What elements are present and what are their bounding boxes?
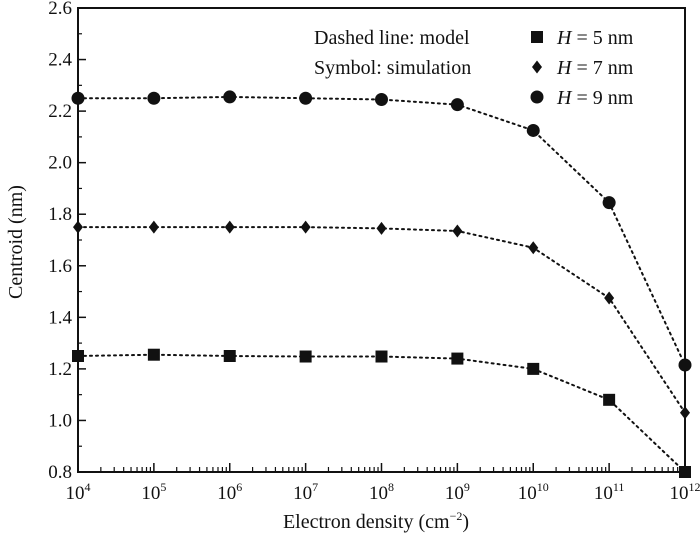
x-tick-label: 106 (217, 480, 242, 504)
y-tick-label: 1.0 (48, 410, 72, 431)
square-marker (147, 348, 160, 361)
legend-entry: H = 5 nm (556, 27, 634, 49)
x-tick-label: 107 (293, 480, 318, 504)
x-tick-label: 105 (141, 480, 166, 504)
square-marker (527, 362, 540, 375)
y-tick-label: 1.2 (48, 359, 72, 380)
diamond-marker (680, 406, 690, 420)
diamond-marker (73, 220, 83, 234)
circle-marker (71, 91, 85, 105)
circle-marker (223, 90, 237, 104)
square-marker (72, 350, 84, 362)
x-tick-label: 104 (66, 480, 91, 504)
circle-marker (678, 358, 692, 372)
legend-entry: H = 7 nm (556, 57, 634, 79)
y-axis-title: Centroid (nm) (5, 185, 27, 299)
diamond-marker (300, 220, 311, 234)
diamond-marker (452, 224, 463, 238)
circle-marker (530, 90, 544, 104)
square-marker (451, 352, 464, 365)
diamond-marker (224, 220, 235, 234)
y-tick-label: 2.6 (48, 0, 72, 19)
square-marker (375, 350, 388, 363)
diamond-marker (376, 221, 387, 235)
annotation-text: Symbol: simulation (314, 57, 471, 79)
x-tick-label: 1012 (670, 480, 700, 504)
x-tick-label: 1011 (594, 480, 625, 504)
legend-entry: H = 9 nm (556, 87, 634, 109)
y-tick-label: 0.8 (48, 462, 72, 483)
square-marker (531, 31, 543, 43)
model-line-series-2 (77, 226, 686, 414)
diamond-marker (148, 220, 159, 234)
diamond-marker (528, 241, 539, 255)
circle-marker (299, 91, 313, 105)
square-marker (603, 393, 616, 406)
model-line-series-1 (77, 353, 686, 473)
circle-marker (147, 91, 161, 105)
x-tick-label: 1010 (518, 480, 549, 504)
circle-marker (602, 196, 616, 210)
circle-marker (375, 93, 388, 107)
model-line-series-3 (77, 95, 686, 367)
x-tick-label: 109 (445, 480, 470, 504)
y-tick-label: 1.8 (48, 204, 72, 225)
square-marker (679, 466, 691, 478)
x-tick-label: 108 (369, 480, 394, 504)
square-marker (223, 350, 236, 362)
annotation-text: Dashed line: model (314, 27, 470, 49)
y-tick-label: 2.4 (48, 50, 72, 71)
circle-marker (450, 98, 464, 112)
y-tick-label: 2.0 (48, 153, 72, 174)
y-tick-label: 1.4 (48, 307, 72, 328)
y-tick-label: 1.6 (48, 256, 72, 277)
diamond-marker (604, 291, 615, 305)
y-tick-label: 2.2 (48, 101, 72, 122)
x-axis-title: Electron density (cm−2) (283, 509, 469, 533)
circle-marker (526, 123, 540, 137)
diamond-marker (532, 60, 542, 74)
square-marker (299, 350, 312, 363)
